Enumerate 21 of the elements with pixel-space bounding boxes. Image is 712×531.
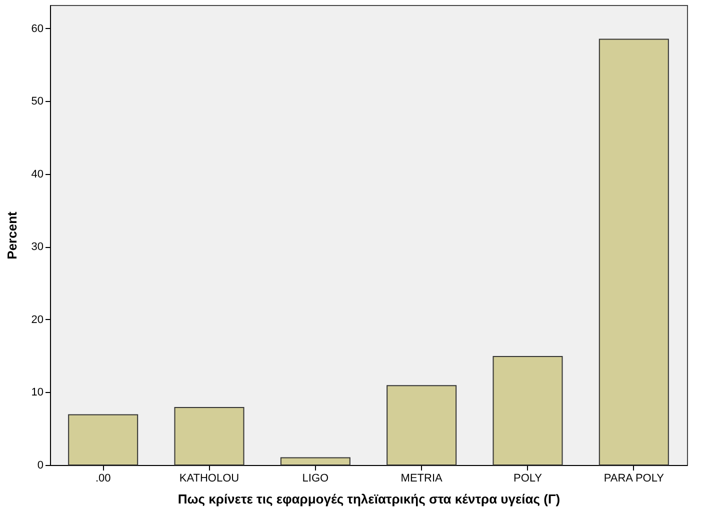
bar <box>386 385 457 466</box>
bar <box>174 407 244 466</box>
bar <box>598 38 669 466</box>
bar <box>492 356 563 466</box>
y-tick-label: 50 <box>31 96 44 108</box>
bar <box>68 414 138 466</box>
x-tick-label: LIGO <box>302 472 329 484</box>
bar <box>280 457 350 466</box>
y-tick-label: 0 <box>37 460 44 472</box>
x-tick-label: .00 <box>95 472 111 484</box>
y-tick-label: 60 <box>31 22 44 35</box>
y-tick-label: 20 <box>31 314 44 326</box>
y-tick-label: 40 <box>31 168 44 180</box>
y-tick-label: 10 <box>31 386 44 399</box>
y-tick-label: 30 <box>31 241 44 254</box>
x-tick-label: PARA POLY <box>604 472 665 484</box>
x-tick-label: POLY <box>513 472 543 484</box>
x-axis-title: Πως κρίνετε τις εφαρμογές τηλεϊατρικής στα κέντρα υγείας (Γ) <box>178 492 560 506</box>
x-tick-label: KATHOLOU <box>179 472 240 484</box>
y-axis-title: Percent <box>4 210 20 260</box>
x-tick-label: METRIA <box>400 472 444 484</box>
